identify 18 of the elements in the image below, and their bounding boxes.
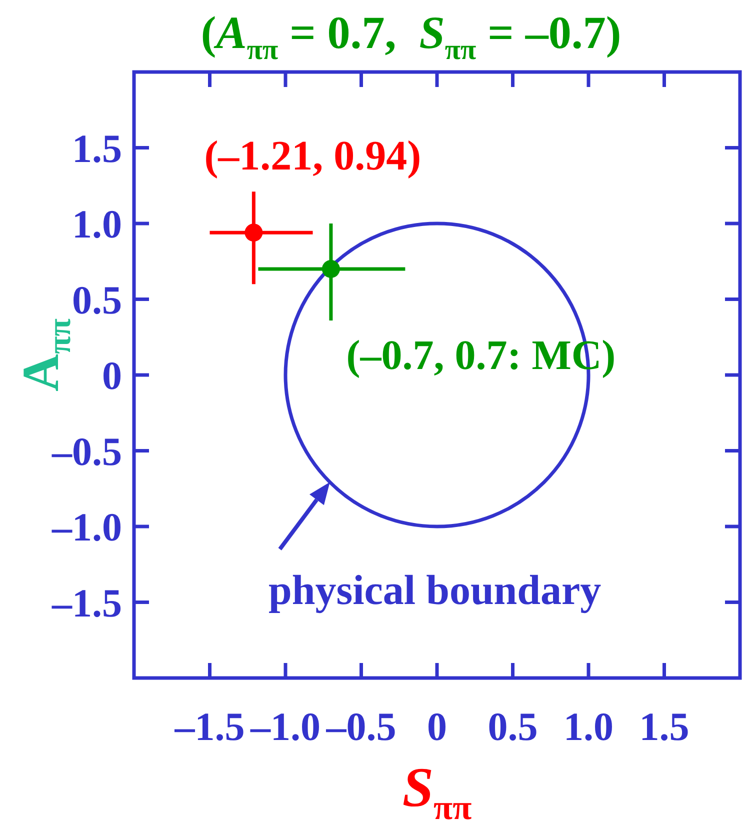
x-tick-label: –0.5 [325, 704, 396, 749]
y-tick-label: –1.0 [51, 504, 122, 550]
y-tick-label: 1.0 [72, 202, 122, 246]
y-tick-label: 0 [102, 353, 122, 398]
y-tick-label: –0.5 [51, 428, 122, 474]
x-tick-label: –1.0 [250, 704, 320, 749]
x-tick-label: 1.5 [639, 704, 690, 749]
x-tick-label: 0 [427, 704, 447, 749]
x-axis-title: S$_{ππ}$ [402, 757, 472, 828]
x-tick-label: 1.0 [564, 704, 614, 749]
y-tick-label: 1.5 [72, 126, 122, 171]
y-tick-label: 0.5 [72, 277, 122, 322]
x-tick-label: 0.5 [488, 704, 538, 749]
x-tick-label: –1.5 [174, 704, 245, 749]
annotation: physical boundary [268, 568, 602, 614]
annotation: (–1.21, 0.94) [204, 134, 422, 180]
y-tick-label: –1.5 [51, 580, 122, 626]
chart-title: (A$_{ππ}$ = 0.7, S$_{ππ}$ = –0.7) [200, 7, 622, 66]
